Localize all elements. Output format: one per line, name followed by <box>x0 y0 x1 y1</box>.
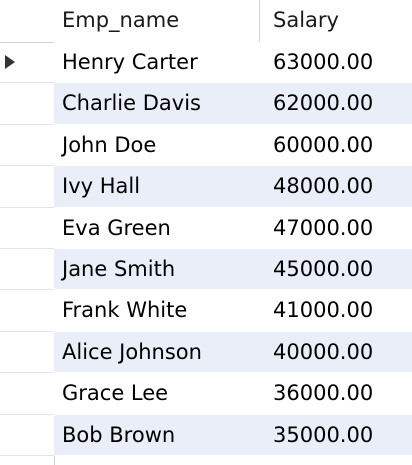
row-indicator[interactable] <box>0 83 54 125</box>
cell-emp-name[interactable]: Charlie Davis <box>54 83 260 125</box>
cell-emp-name[interactable]: Eva Green <box>54 207 260 249</box>
row-indicator[interactable] <box>0 373 54 415</box>
cell-salary[interactable]: 48000.00 <box>260 166 412 208</box>
cell-salary[interactable]: 40000.00 <box>260 331 412 374</box>
table-row[interactable]: Grace Lee 36000.00 <box>0 373 412 415</box>
row-indicator[interactable] <box>0 290 54 332</box>
row-indicator[interactable] <box>0 249 54 291</box>
cell-emp-name[interactable]: Bob Brown <box>54 414 260 456</box>
cell-salary[interactable]: 36000.00 <box>260 373 412 415</box>
cell-salary[interactable]: 47000.00 <box>260 207 412 249</box>
cell-salary[interactable]: 45000.00 <box>260 248 412 291</box>
table-row[interactable]: Eva Green 47000.00 <box>0 207 412 249</box>
table-row[interactable]: Bob Brown 35000.00 <box>0 414 412 456</box>
table-row[interactable]: Frank White 41000.00 <box>0 290 412 332</box>
cell-salary[interactable]: 62000.00 <box>260 83 412 125</box>
grid-rows: Henry Carter 63000.00 Charlie Davis 6200… <box>0 42 412 456</box>
table-row[interactable]: Jane Smith 45000.00 <box>0 248 412 291</box>
cell-emp-name[interactable]: Frank White <box>54 290 260 332</box>
cell-emp-name[interactable]: Ivy Hall <box>54 166 260 208</box>
cell-emp-name[interactable]: Jane Smith <box>54 248 260 291</box>
table-row[interactable]: Alice Johnson 40000.00 <box>0 331 412 374</box>
current-row-arrow-icon <box>5 55 15 69</box>
row-indicator[interactable] <box>0 332 54 374</box>
column-header-emp-name[interactable]: Emp_name <box>54 0 260 42</box>
cell-emp-name[interactable]: Grace Lee <box>54 373 260 415</box>
row-indicator[interactable] <box>0 42 54 84</box>
cell-salary[interactable]: 63000.00 <box>260 42 412 84</box>
cell-salary[interactable]: 60000.00 <box>260 124 412 167</box>
table-row[interactable]: Ivy Hall 48000.00 <box>0 166 412 208</box>
table-row[interactable]: Charlie Davis 62000.00 <box>0 83 412 125</box>
table-row[interactable]: John Doe 60000.00 <box>0 124 412 167</box>
row-indicator[interactable] <box>0 166 54 208</box>
column-header-salary[interactable]: Salary <box>273 8 339 32</box>
row-indicator[interactable] <box>0 208 54 249</box>
cell-emp-name[interactable]: John Doe <box>54 124 260 167</box>
cell-emp-name[interactable]: Henry Carter <box>54 42 260 84</box>
grid-header: Emp_name Salary <box>0 0 412 43</box>
cell-salary[interactable]: 35000.00 <box>260 414 412 456</box>
cell-emp-name[interactable]: Alice Johnson <box>54 331 260 374</box>
cell-salary[interactable]: 41000.00 <box>260 290 412 332</box>
row-indicator[interactable] <box>0 125 54 167</box>
table-row[interactable]: Henry Carter 63000.00 <box>0 42 412 84</box>
row-indicator[interactable] <box>0 415 54 456</box>
